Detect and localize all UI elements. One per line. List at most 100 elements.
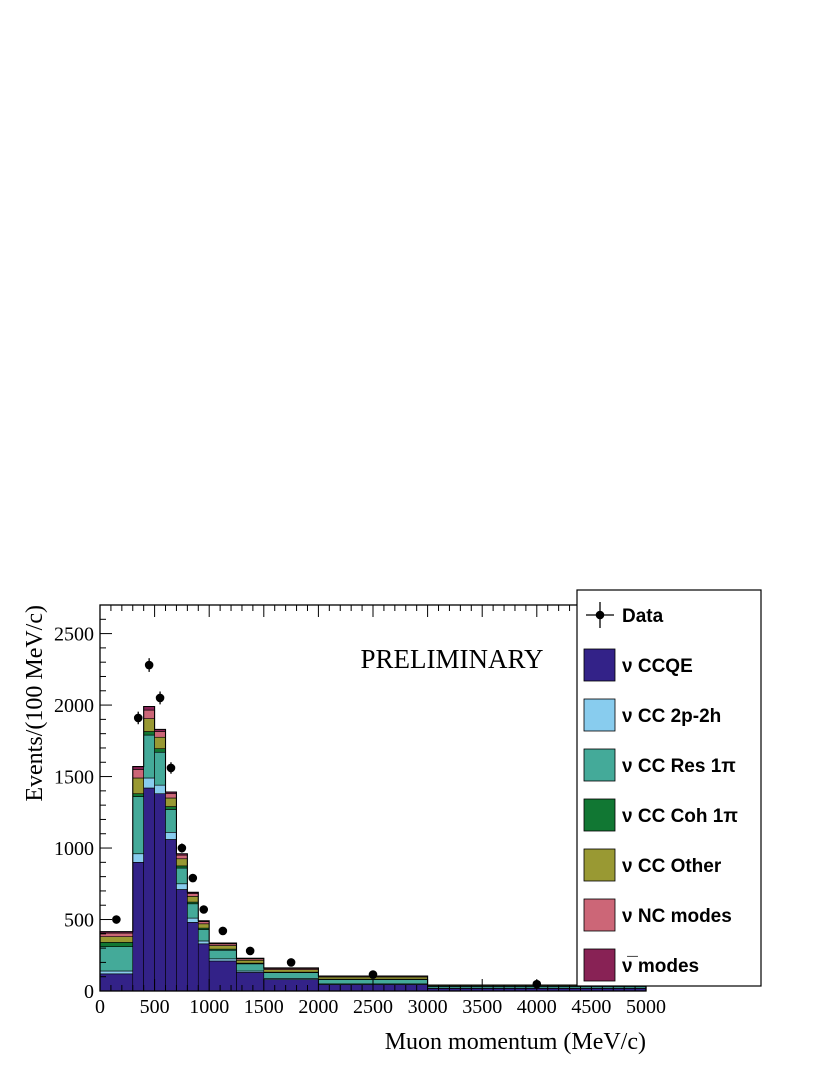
legend-swatch-0: [583, 648, 616, 682]
histogram-total-outline: [99, 705, 647, 991]
bar-3-bin-4: [165, 806, 177, 810]
bar-0-bin-1: [132, 862, 144, 992]
legend-label-6: ν̅ modes: [622, 956, 699, 977]
bar-2-bin-2: [143, 734, 155, 779]
bar-1-bin-2: [143, 777, 155, 789]
bar-0-bin-8: [208, 960, 237, 992]
legend-label-data: Data: [622, 606, 664, 627]
data-point: [177, 843, 187, 853]
bar-0-bin-4: [165, 839, 177, 992]
x-axis-title: Muon momentum (MeV/c): [385, 1029, 646, 1055]
bar-4-bin-7: [197, 923, 210, 929]
bar-0-bin-6: [187, 922, 199, 992]
data-point: [155, 693, 165, 703]
bar-1-bin-7: [197, 940, 210, 945]
data-point: [112, 915, 121, 924]
legend-data-marker-dot: [595, 610, 605, 620]
bar-3-bin-2: [143, 731, 155, 736]
bar-2-bin-3: [154, 751, 166, 786]
legend-swatch-4: [583, 848, 616, 882]
bar-4-bin-0: [99, 936, 134, 943]
legend-swatch-5: [583, 898, 616, 932]
legend-swatch-6: [583, 948, 616, 982]
bar-2-bin-4: [165, 809, 177, 833]
x-tick-label: 5000: [626, 996, 666, 1018]
x-tick-label: 1000: [189, 996, 229, 1018]
legend-label-5: ν NC modes: [622, 906, 732, 927]
bar-5-bin-1: [132, 769, 144, 779]
legend-label-2: ν CC Res 1π: [622, 756, 736, 777]
x-tick-label: 4500: [571, 996, 611, 1018]
bar-1-bin-0: [99, 970, 134, 975]
data-point: [286, 958, 296, 967]
x-tick-label: 2000: [298, 996, 338, 1018]
data-point: [199, 905, 209, 914]
bar-5-bin-3: [154, 731, 166, 738]
bar-2-bin-6: [187, 903, 199, 919]
y-tick-label: 2000: [54, 695, 94, 717]
legend-swatch-2: [583, 748, 616, 782]
y-tick-label: 1000: [54, 838, 94, 860]
bar-5-bin-2: [143, 709, 155, 719]
y-axis-title: Events/(100 MeV/c): [22, 605, 48, 802]
legend-label-0: ν CCQE: [622, 656, 693, 677]
bar-0-bin-7: [197, 943, 210, 992]
bar-4-bin-8: [208, 945, 237, 950]
x-tick-label: 1500: [244, 996, 284, 1018]
x-tick-label: 0: [95, 996, 105, 1018]
legend-label-3: ν CC Coh 1π: [622, 806, 738, 827]
y-tick-label: 0: [84, 981, 94, 1003]
bar-0-bin-5: [176, 889, 188, 992]
bar-2-bin-10: [263, 972, 319, 979]
bar-0-bin-3: [154, 793, 166, 992]
x-tick-label: 3000: [408, 996, 448, 1018]
bar-3-bin-5: [176, 865, 188, 869]
total-outline-path: [99, 705, 647, 991]
data-point: [368, 970, 378, 979]
legend-label-1: ν CC 2p-2h: [622, 706, 721, 727]
y-tick-label: 2500: [54, 624, 94, 646]
data-point: [218, 926, 228, 936]
data-point: [144, 660, 154, 670]
bar-1-bin-1: [132, 853, 144, 863]
bar-0-bin-9: [236, 972, 265, 992]
bar-2-bin-5: [176, 867, 188, 885]
bar-4-bin-4: [165, 797, 177, 807]
bar-5-bin-5: [176, 854, 188, 860]
data-point: [245, 946, 255, 956]
bar-3-bin-1: [132, 793, 144, 797]
bar-2-bin-0: [99, 946, 134, 972]
bar-0-bin-2: [143, 787, 155, 992]
bar-2-bin-9: [236, 963, 265, 972]
bar-1-bin-8: [208, 958, 237, 962]
x-tick-label: 4000: [517, 996, 557, 1018]
bar-5-bin-6: [187, 893, 199, 897]
y-tick-label: 500: [64, 910, 94, 932]
bar-2-bin-8: [208, 949, 237, 960]
bar-2-bin-7: [197, 929, 210, 942]
x-tick-label: 500: [140, 996, 170, 1018]
legend-label-4: ν CC Other: [622, 856, 722, 877]
y-tick-label: 1500: [54, 767, 94, 789]
bar-4-bin-3: [154, 736, 166, 749]
data-points: [112, 658, 542, 989]
data-point: [188, 873, 198, 883]
bar-1-bin-4: [165, 832, 177, 840]
legend: Data ν CCQE ν CC 2p-2h ν CC Res 1π ν CC Coh …: [576, 589, 762, 987]
bar-4-bin-9: [236, 959, 265, 964]
bar-2-bin-1: [132, 796, 144, 855]
bar-1-bin-3: [154, 784, 166, 795]
bar-4-bin-2: [143, 718, 155, 732]
preliminary-annotation: PRELIMINARY: [360, 644, 543, 674]
bar-0-bin-10: [263, 979, 319, 992]
bar-1-bin-5: [176, 883, 188, 890]
x-axis-ticks: 0 500 1000 1500 2000 2500 3000 3500 4000 4500 5000: [95, 605, 666, 1018]
bar-4-bin-10: [263, 969, 319, 973]
bar-1-bin-6: [187, 917, 199, 923]
y-axis-ticks: 0 500 1000 1500 2000 2500: [54, 604, 646, 1003]
bar-4-bin-6: [187, 896, 199, 903]
bar-3-bin-3: [154, 748, 166, 753]
bar-4-bin-1: [132, 777, 144, 795]
legend-swatch-1: [583, 698, 616, 732]
